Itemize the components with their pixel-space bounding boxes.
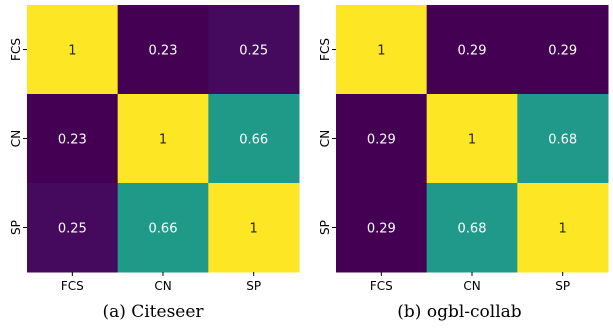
x-tick-label: FCS: [61, 279, 84, 293]
cell-value-label: 1: [159, 133, 167, 148]
cell-value-label: 1: [250, 222, 258, 237]
heatmap-cell: [208, 5, 300, 95]
heatmap-cell: [27, 183, 119, 273]
heatmap-cell: [517, 5, 609, 95]
heatmap-cell: [27, 5, 119, 95]
x-tick-label: CN: [154, 279, 171, 293]
heatmap-cell: [208, 183, 300, 273]
cell-value-label: 0.66: [239, 133, 268, 148]
x-tick-label: CN: [463, 279, 480, 293]
cell-value-label: 1: [468, 133, 476, 148]
heatmap-cell: [117, 5, 209, 95]
y-tick-label: SP: [9, 220, 23, 235]
cell-value-label: 1: [377, 44, 385, 59]
x-tick-label: FCS: [370, 279, 393, 293]
y-tick-label: CN: [9, 130, 23, 147]
caption-ogbl-collab: (b) ogbl-collab: [397, 302, 522, 322]
heatmap-cell: [27, 94, 119, 184]
cell-value-label: 0.68: [458, 222, 487, 237]
cell-value-label: 0.29: [548, 44, 577, 59]
heatmap-cell: [426, 183, 518, 273]
x-tick-label: SP: [246, 279, 261, 293]
x-tick-label: SP: [555, 279, 570, 293]
cell-value-label: 0.23: [149, 44, 178, 59]
heatmap-cell: [117, 183, 209, 273]
cell-value-label: 0.68: [548, 133, 577, 148]
y-tick-label: CN: [318, 130, 332, 147]
cell-value-label: 0.25: [239, 44, 268, 59]
y-tick-label: SP: [318, 220, 332, 235]
cell-value-label: 0.29: [367, 222, 396, 237]
cell-value-label: 0.29: [367, 133, 396, 148]
heatmap-cell: [208, 94, 300, 184]
cell-value-label: 0.23: [58, 133, 87, 148]
heatmap-cell: [517, 94, 609, 184]
heatmap-cell: [336, 94, 428, 184]
heatmap-cell: [336, 5, 428, 95]
caption-citeseer: (a) Citeseer: [102, 302, 204, 322]
heatmap-cell: [426, 5, 518, 95]
heatmap-cell: [517, 183, 609, 273]
y-tick-label: FCS: [318, 38, 332, 61]
cell-value-label: 0.25: [58, 222, 87, 237]
cell-value-label: 0.66: [149, 222, 178, 237]
y-tick-label: FCS: [9, 38, 23, 61]
heatmap-cell: [117, 94, 209, 184]
cell-value-label: 1: [68, 44, 76, 59]
heatmap-cell: [336, 183, 428, 273]
heatmap-cell: [426, 94, 518, 184]
cell-value-label: 0.29: [458, 44, 487, 59]
cell-value-label: 1: [559, 222, 567, 237]
